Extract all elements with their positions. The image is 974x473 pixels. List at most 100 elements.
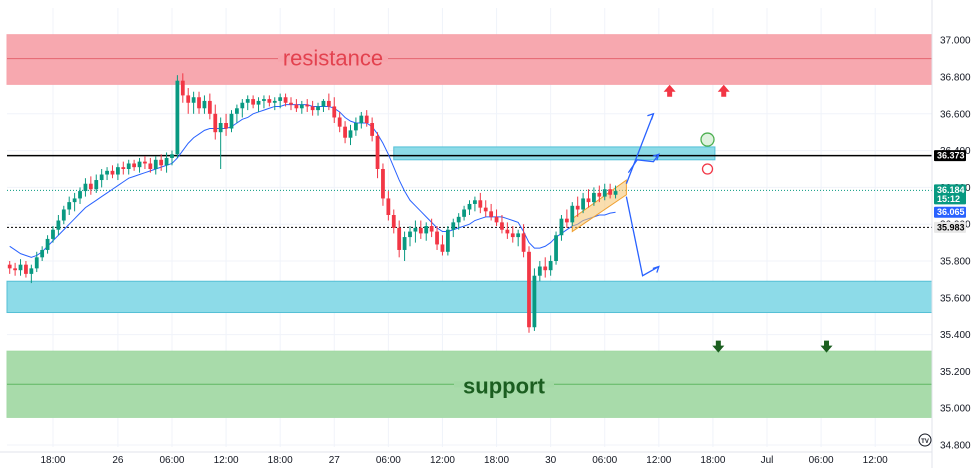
candle: [462, 205, 466, 221]
candle: [564, 209, 569, 228]
candle-body: [413, 227, 418, 232]
candle-body: [537, 266, 542, 276]
candle: [110, 165, 115, 179]
candle-body: [602, 189, 607, 197]
candle-body: [148, 163, 153, 169]
candle-body: [516, 233, 521, 238]
candle-body: [570, 205, 575, 223]
candle: [337, 111, 342, 133]
candle: [272, 97, 277, 111]
candle-body: [110, 170, 115, 175]
candle: [429, 218, 434, 238]
candle-body: [348, 130, 353, 138]
candle: [473, 196, 477, 212]
candle: [197, 91, 201, 114]
candle: [510, 226, 515, 243]
candle-body: [218, 123, 223, 133]
candle-body: [83, 183, 88, 192]
candle: [602, 183, 607, 201]
candle: [245, 95, 250, 111]
candle-body: [164, 157, 169, 166]
candle-body: [224, 123, 228, 129]
candle: [435, 226, 439, 250]
candle: [348, 124, 353, 146]
candle-body: [186, 95, 191, 103]
candle-body: [18, 264, 23, 271]
candle: [202, 95, 207, 114]
candle-body: [294, 104, 299, 109]
candle-body: [67, 202, 72, 210]
candle: [13, 262, 18, 276]
candle: [56, 215, 61, 236]
candle-body: [337, 117, 342, 127]
candle: [575, 196, 580, 217]
candle-body: [510, 233, 515, 238]
zone-resistance-label-bg: [278, 55, 388, 62]
blue-zone-lower: [6, 280, 933, 314]
candle: [316, 102, 320, 116]
candle: [121, 161, 126, 175]
candle-body: [40, 249, 45, 258]
candle-body: [61, 209, 66, 221]
candle: [581, 192, 585, 214]
up-arrow-icon: [663, 84, 676, 97]
price-tag-35.983: 35.983: [934, 221, 966, 233]
candle: [548, 255, 553, 276]
candle-body: [391, 215, 396, 228]
candle: [370, 117, 375, 142]
candle-body: [370, 123, 375, 136]
candle-body: [397, 227, 402, 250]
candle-body: [559, 218, 564, 236]
candle: [354, 117, 358, 136]
candle: [570, 202, 575, 227]
candle: [478, 192, 483, 214]
candle: [516, 229, 521, 247]
candle: [494, 209, 499, 227]
y-tick-label: 35.800: [940, 257, 971, 268]
candle: [527, 246, 531, 333]
candle: [343, 121, 347, 144]
candle-body: [332, 106, 337, 118]
candle-body: [532, 275, 537, 328]
candle: [586, 189, 591, 208]
zone-resistance-label: resistance: [283, 46, 383, 71]
candle-body: [440, 244, 445, 252]
candle-body: [326, 100, 331, 107]
candle-body: [72, 198, 77, 203]
candle-body: [316, 106, 320, 111]
y-tick-label: 37.000: [940, 36, 971, 47]
candle: [505, 222, 510, 239]
x-tick-label: 06:00: [592, 455, 617, 466]
candle-body: [191, 97, 196, 103]
candle-body: [24, 264, 28, 274]
candle: [40, 246, 45, 261]
projection-arrow-head: [647, 112, 655, 121]
x-tick-label: 26: [112, 455, 124, 466]
candle: [218, 117, 223, 169]
candle: [240, 99, 245, 118]
candle: [67, 196, 72, 215]
candle-body: [99, 174, 104, 181]
candle-body: [408, 231, 412, 238]
price-tag-value: 36.184: [937, 185, 965, 195]
blue-zone-upper: [393, 146, 716, 161]
x-tick-label: 30: [545, 455, 557, 466]
candle-body: [137, 161, 142, 168]
tradingview-logo: TV: [918, 433, 932, 447]
candle: [251, 95, 256, 109]
candle: [175, 75, 180, 158]
circle-marker-icon: [700, 132, 715, 147]
candle: [229, 110, 234, 133]
candle: [375, 132, 380, 179]
candle-body: [267, 99, 272, 103]
candle-body: [608, 189, 613, 195]
price-tag-box: [934, 206, 966, 218]
candle: [500, 215, 504, 234]
candle: [326, 93, 331, 111]
candle-body: [262, 99, 266, 101]
candle: [83, 178, 88, 197]
candle-body: [245, 99, 250, 103]
candle: [45, 235, 50, 254]
